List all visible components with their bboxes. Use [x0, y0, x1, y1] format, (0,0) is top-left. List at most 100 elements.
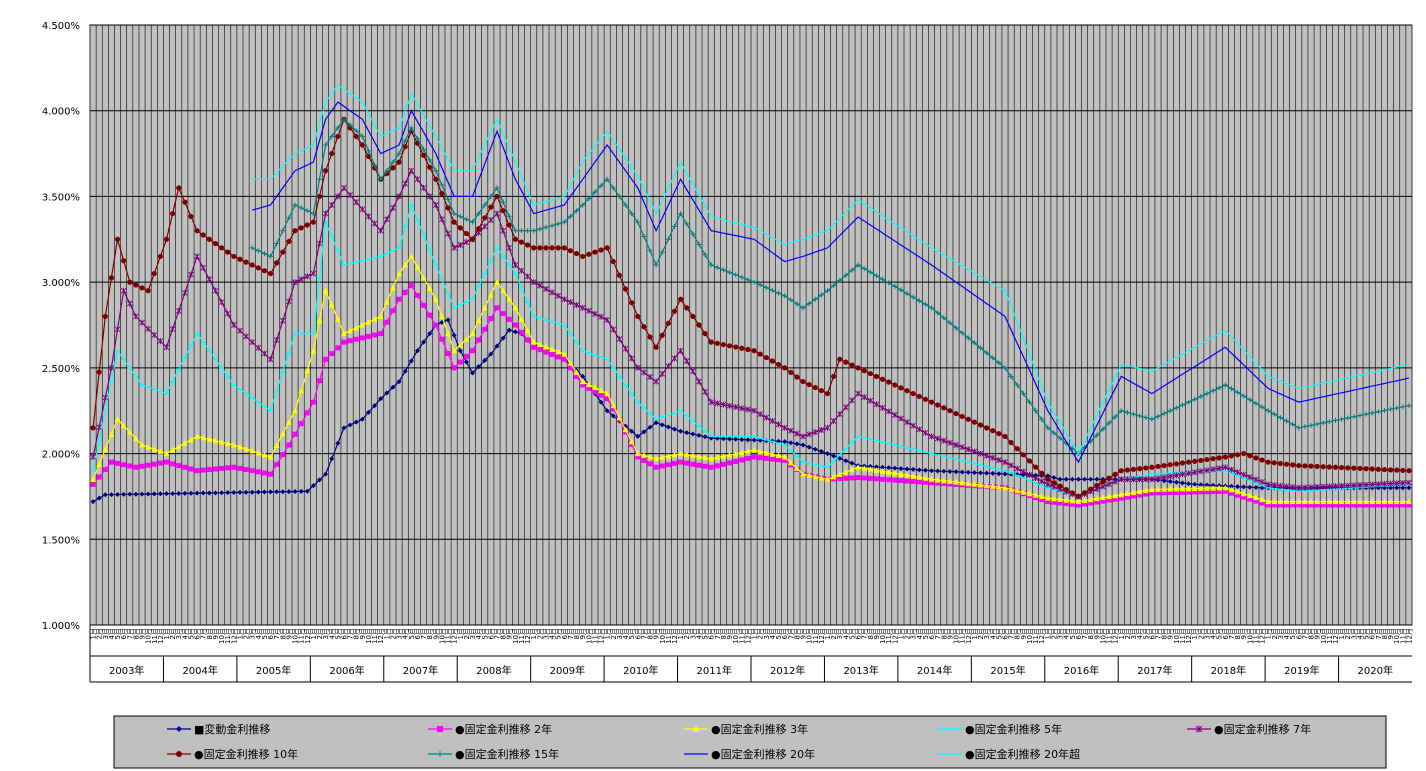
data-point	[347, 192, 353, 198]
data-point	[1400, 480, 1406, 486]
data-point	[1338, 482, 1345, 489]
data-point	[598, 399, 604, 405]
data-point	[892, 283, 898, 289]
data-point	[855, 475, 861, 481]
month-tick-label: 4月	[181, 628, 189, 639]
legend-item: ●固定金利推移 2年	[428, 722, 552, 736]
data-point	[121, 462, 127, 468]
data-point	[212, 466, 218, 472]
data-point	[1277, 415, 1283, 421]
month-tick-label: 4月	[255, 628, 263, 639]
data-point	[1394, 502, 1400, 508]
month-tick-label: 2月	[243, 628, 251, 639]
data-point	[322, 210, 329, 217]
month-tick-label: 7月	[861, 628, 869, 639]
data-point	[470, 370, 476, 376]
data-point	[971, 470, 977, 476]
data-point	[591, 384, 598, 391]
data-point	[1393, 498, 1400, 505]
data-point	[389, 284, 396, 291]
data-point	[1350, 498, 1357, 505]
data-point	[574, 208, 580, 214]
data-point	[1131, 493, 1137, 499]
data-point	[567, 365, 573, 371]
data-point	[1014, 382, 1020, 388]
data-point	[1179, 485, 1186, 492]
data-point	[451, 365, 457, 371]
data-point	[463, 230, 470, 237]
data-point	[1204, 489, 1210, 495]
data-point	[726, 402, 733, 409]
month-tick-label: 3月	[396, 628, 404, 639]
data-point	[922, 301, 928, 307]
data-point	[830, 418, 837, 424]
month-tick-label: 10月	[1320, 628, 1328, 644]
data-point	[898, 466, 904, 472]
data-point	[843, 272, 849, 278]
data-point	[714, 400, 721, 407]
data-point	[323, 471, 329, 477]
month-tick-label: 6月	[781, 628, 789, 639]
data-point	[102, 313, 108, 320]
data-point	[512, 329, 518, 335]
data-point	[139, 319, 145, 326]
data-point	[1345, 415, 1351, 421]
data-point	[139, 463, 145, 469]
data-point	[916, 298, 922, 304]
data-point	[573, 369, 580, 375]
data-point	[1026, 399, 1032, 405]
data-point	[739, 345, 745, 351]
data-point	[176, 185, 182, 191]
month-tick-label: 5月	[1069, 628, 1077, 639]
data-point	[1179, 402, 1185, 408]
month-tick-label: 6月	[194, 628, 202, 639]
data-point	[365, 319, 372, 325]
data-point	[329, 351, 335, 357]
month-tick-label: 7月	[1008, 628, 1016, 639]
data-point	[696, 378, 702, 385]
data-point	[108, 275, 115, 281]
data-point	[1363, 498, 1370, 505]
data-point	[390, 308, 396, 314]
data-point	[1400, 404, 1406, 410]
data-point	[1369, 466, 1375, 472]
data-point	[114, 326, 121, 333]
data-point	[237, 327, 243, 334]
data-point	[978, 470, 984, 476]
month-tick-label: 7月	[567, 628, 575, 639]
data-point	[206, 467, 212, 473]
data-point	[90, 481, 96, 487]
data-point	[322, 287, 329, 294]
month-tick-label: 5月	[114, 628, 122, 639]
data-point	[543, 286, 549, 292]
data-point	[1375, 466, 1381, 472]
data-point	[659, 422, 665, 428]
data-point	[720, 461, 726, 467]
data-point	[622, 286, 629, 292]
data-point	[347, 422, 353, 428]
data-point	[1241, 484, 1247, 490]
data-point	[396, 296, 402, 302]
data-point	[1198, 482, 1204, 488]
data-point	[671, 308, 678, 314]
month-tick-label: 10月	[806, 628, 814, 644]
month-tick-label: 9月	[800, 628, 808, 639]
data-point	[726, 452, 733, 458]
data-point	[745, 437, 751, 443]
data-point	[1167, 462, 1173, 468]
data-point	[476, 364, 482, 370]
data-point	[1326, 502, 1332, 508]
data-point	[1406, 502, 1412, 508]
data-point	[684, 430, 690, 436]
month-tick-label: 5月	[261, 628, 269, 639]
data-point	[255, 265, 261, 271]
data-point	[567, 248, 574, 254]
data-point	[1155, 413, 1161, 419]
month-tick-label: 12月	[1038, 628, 1046, 644]
data-point	[402, 138, 408, 144]
data-point	[108, 364, 115, 371]
data-point	[512, 236, 518, 242]
data-point	[1075, 502, 1081, 508]
data-point	[1210, 388, 1216, 394]
data-point	[506, 296, 513, 302]
